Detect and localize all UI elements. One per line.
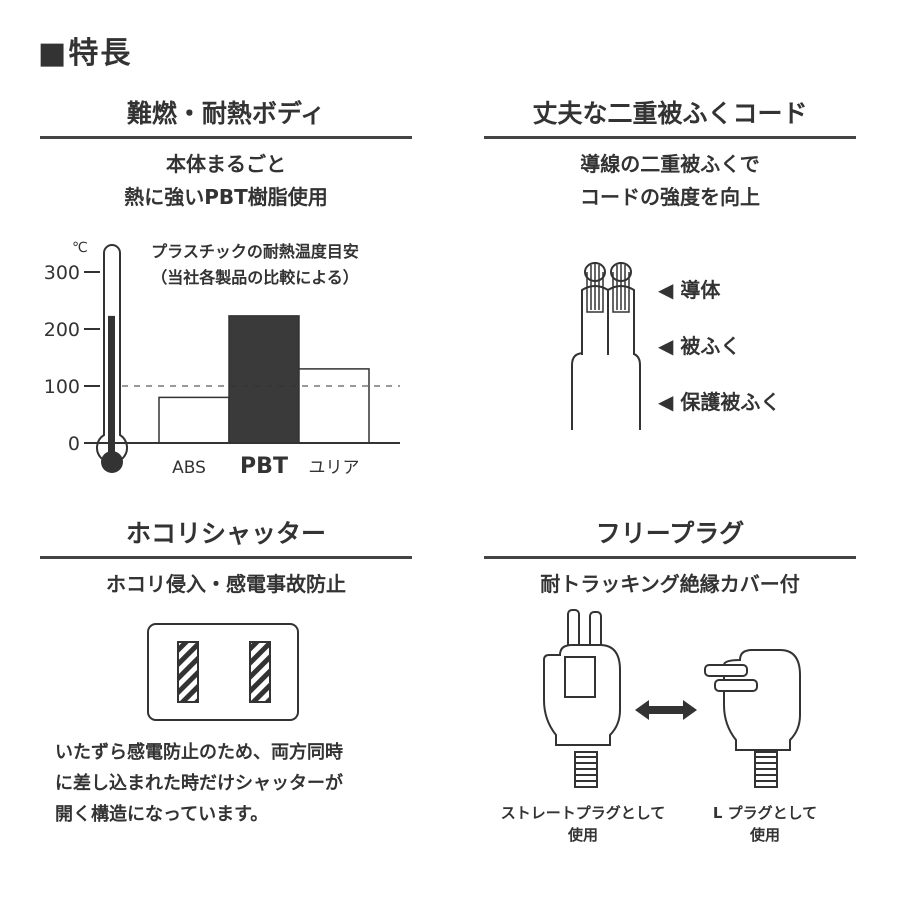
- body-line: 開く構造になっています。: [55, 804, 269, 825]
- y-tick-label: 0: [68, 433, 80, 455]
- y-tick-label: 200: [44, 319, 80, 341]
- subtitle-cord: 導線の二重被ふくで コードの強度を向上: [484, 148, 856, 214]
- unit-label: ℃: [72, 240, 88, 256]
- divider: [484, 136, 856, 139]
- divider: [40, 556, 412, 559]
- l-plug-icon: [704, 649, 801, 788]
- caption-l-plug: L プラグとして 使用: [680, 802, 850, 846]
- cord-cross-section-illustration: [571, 262, 641, 430]
- label-sheath: ◀ 保護被ふく: [658, 390, 781, 414]
- chart-title: プラスチックの耐熱温度目安: [151, 242, 359, 261]
- thermometer-bulb: [101, 451, 123, 473]
- divider: [40, 136, 412, 139]
- bar-PBT: [228, 315, 300, 444]
- straight-plug-icon: [543, 609, 621, 788]
- thermometer-level: [108, 315, 115, 462]
- subtitle-shutter: ホコリ侵入・感電事故防止: [106, 572, 346, 596]
- label-conductor: ◀ 導体: [658, 278, 721, 302]
- category-label: ユリア: [309, 458, 360, 478]
- heading-free-plug: フリープラグ: [595, 519, 745, 548]
- double-arrow-icon: [635, 700, 697, 720]
- plug-illustration: [543, 609, 801, 788]
- bar-ユリア: [298, 368, 370, 444]
- subtitle-line: 導線の二重被ふくで: [580, 152, 760, 176]
- outlet-slot: [249, 641, 271, 703]
- subtitle-line: コードの強度を向上: [580, 185, 760, 209]
- subtitle-pbt: 本体まるごと 熱に強いPBT樹脂使用: [40, 148, 412, 214]
- y-tick-label: 300: [44, 262, 80, 284]
- category-label: PBT: [240, 454, 288, 479]
- caption-line: L プラグとして: [712, 804, 818, 822]
- caption-line: 使用: [749, 826, 780, 844]
- outlet-slot: [177, 641, 199, 703]
- chart-subtitle: （当社各製品の比較による）: [151, 268, 359, 287]
- body-line: いたずら感電防止のため、両方同時: [55, 742, 343, 763]
- subtitle-line: 本体まるごと: [166, 152, 286, 176]
- subtitle-line: 熱に強いPBT樹脂使用: [124, 185, 328, 209]
- body-line: に差し込まれた時だけシャッターが: [55, 773, 343, 794]
- caption-line: ストレートプラグとして: [500, 804, 666, 822]
- heading-flame-retardant: 難燃・耐熱ボディ: [126, 99, 326, 128]
- y-tick-label: 100: [44, 376, 80, 398]
- category-label: ABS: [172, 458, 206, 478]
- label-insulation: ◀ 被ふく: [658, 334, 741, 358]
- page-title: ■特長: [38, 36, 133, 71]
- caption-line: 使用: [567, 826, 598, 844]
- bar-ABS: [158, 396, 230, 444]
- subtitle-plug: 耐トラッキング絶縁カバー付: [540, 572, 800, 596]
- divider: [484, 556, 856, 559]
- heading-double-cord: 丈夫な二重被ふくコード: [532, 99, 808, 128]
- heat-chart: ℃ プラスチックの耐熱温度目安 （当社各製品の比較による） 0 100 200 300…: [44, 240, 400, 479]
- caption-straight-plug: ストレートプラグとして 使用: [483, 802, 683, 846]
- shutter-illustration: [147, 623, 299, 721]
- heading-dust-shutter: ホコリシャッター: [125, 519, 326, 548]
- shutter-description: いたずら感電防止のため、両方同時 に差し込まれた時だけシャッターが 開く構造にな…: [55, 737, 343, 830]
